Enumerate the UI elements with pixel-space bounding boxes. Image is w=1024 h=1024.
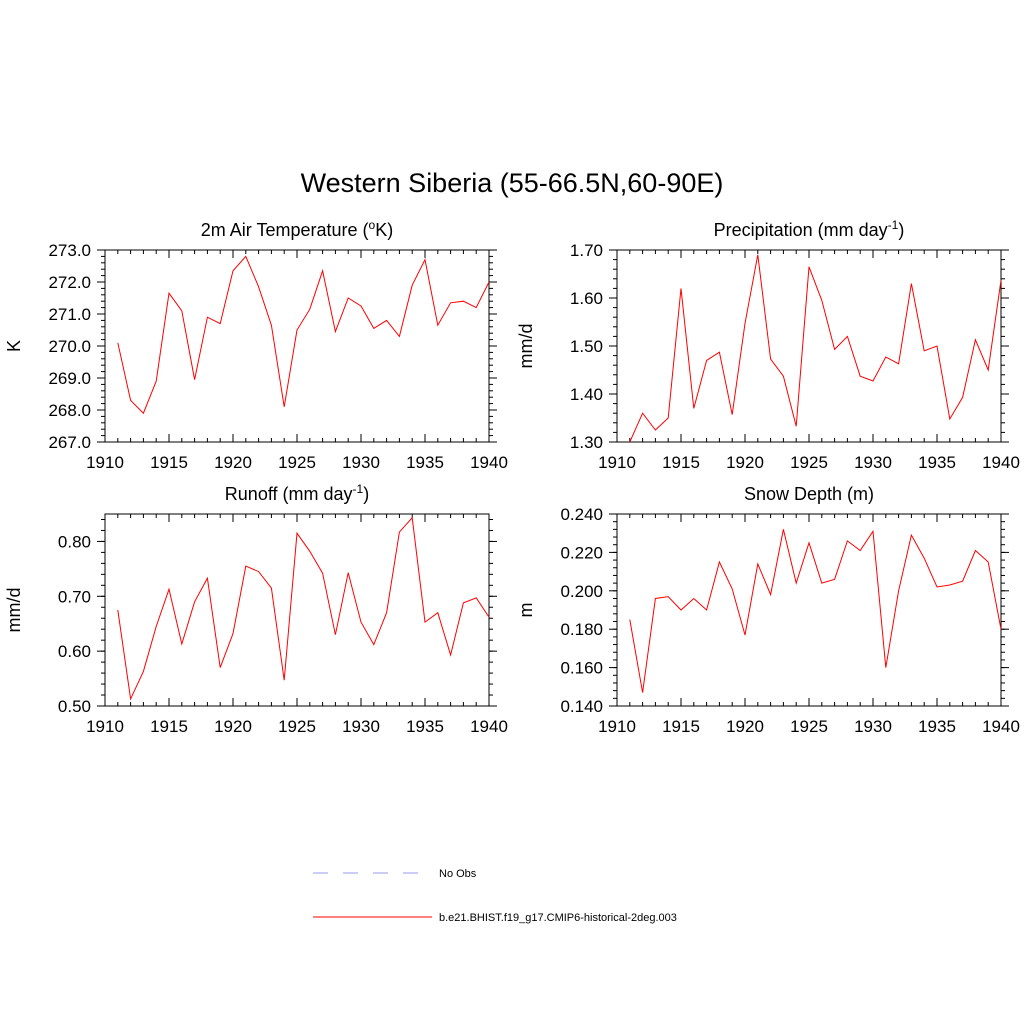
panel-title-superscript: o [369,218,376,232]
x-tick-label: 1915 [150,717,188,736]
x-tick-label: 1930 [342,717,380,736]
x-tick-label: 1920 [214,453,252,472]
y-tick-label: 270.0 [48,337,91,356]
chart-panel-2: 1910 1915 1920 1925 1930 1935 1940 1.30 1.40 1.50… [516,218,1020,472]
x-tick-label: 1920 [726,717,764,736]
x-tick-label: 1925 [278,453,316,472]
panel-title-superscript: -1 [353,482,364,496]
x-tick-label: 1910 [86,717,124,736]
x-tick-label: 1915 [662,717,700,736]
y-tick-label: 0.180 [560,620,603,639]
series-line [629,254,1002,443]
x-tick-label: 1940 [982,717,1020,736]
x-tick-label: 1935 [918,717,956,736]
y-tick-label: 0.160 [560,659,603,678]
x-tick-label: 1915 [662,453,700,472]
y-tick-label: 0.80 [58,532,91,551]
y-tick-label: 268.0 [48,401,91,420]
x-tick-label: 1925 [790,717,828,736]
x-tick-label: 1930 [854,717,892,736]
main-title: Western Siberia (55-66.5N,60-90E) [300,168,724,198]
panel-title-tail: ) [898,220,904,240]
y-tick-label: 1.60 [570,289,603,308]
x-tick-label: 1940 [982,453,1020,472]
y-tick-label: 1.40 [570,385,603,404]
x-tick-label: 1915 [150,453,188,472]
x-tick-label: 1925 [790,453,828,472]
plot-frame [616,249,1002,443]
panel-title-tail: K) [375,220,393,240]
y-tick-label: 271.0 [48,305,91,324]
panel-title-main: Runoff (mm day [225,484,353,504]
y-tick-label: 0.240 [560,505,603,524]
panel-title: 2m Air Temperature (oK) [201,218,393,240]
y-tick-label: 1.50 [570,337,603,356]
chart-panel-1: 1910 1915 1920 1925 1930 1935 1940 267.0 268.0 26… [4,218,508,472]
chart-panel-3: 1910 1915 1920 1925 1930 1935 1940 0.50 0.60 0.70… [4,482,508,736]
y-tick-label: 0.50 [58,697,91,716]
x-tick-label: 1935 [406,717,444,736]
chart-panel-4: 1910 1915 1920 1925 1930 1935 1940 0.140 0.160 0.… [516,484,1020,736]
y-tick-label: 0.140 [560,697,603,716]
x-tick-label: 1930 [854,453,892,472]
panel-title: Precipitation (mm day-1) [714,218,905,240]
y-tick-label: 267.0 [48,433,91,452]
series-line [117,516,490,701]
plot-frame [104,513,490,707]
series-line [629,529,1002,693]
x-tick-label: 1935 [918,453,956,472]
y-tick-label: 0.220 [560,543,603,562]
x-tick-label: 1930 [342,453,380,472]
panel-title: Runoff (mm day-1) [225,482,369,504]
y-tick-label: 0.60 [58,642,91,661]
x-tick-label: 1925 [278,717,316,736]
x-tick-label: 1935 [406,453,444,472]
panel-title-superscript: -1 [888,218,899,232]
y-tick-label: 273.0 [48,241,91,260]
panel-title-main: Snow Depth (m) [744,484,874,504]
y-axis-label: mm/d [4,588,24,633]
y-tick-label: 272.0 [48,273,91,292]
panel-title-main: 2m Air Temperature ( [201,220,369,240]
x-tick-label: 1910 [598,717,636,736]
y-tick-label: 1.70 [570,241,603,260]
x-tick-label: 1940 [470,717,508,736]
y-tick-label: 1.30 [570,433,603,452]
panel-title-tail: ) [363,484,369,504]
x-tick-label: 1920 [214,717,252,736]
y-axis-label: mm/d [516,324,536,369]
x-tick-label: 1910 [598,453,636,472]
y-tick-label: 0.70 [58,587,91,606]
y-tick-label: 269.0 [48,369,91,388]
series-line [117,255,490,415]
x-tick-label: 1920 [726,453,764,472]
panel-title: Snow Depth (m) [744,484,874,504]
y-axis-label: m [516,603,536,618]
y-tick-label: 0.200 [560,582,603,601]
y-axis-label: K [4,340,24,352]
plot-frame [104,249,490,443]
x-tick-label: 1910 [86,453,124,472]
panel-title-main: Precipitation (mm day [714,220,888,240]
x-tick-label: 1940 [470,453,508,472]
